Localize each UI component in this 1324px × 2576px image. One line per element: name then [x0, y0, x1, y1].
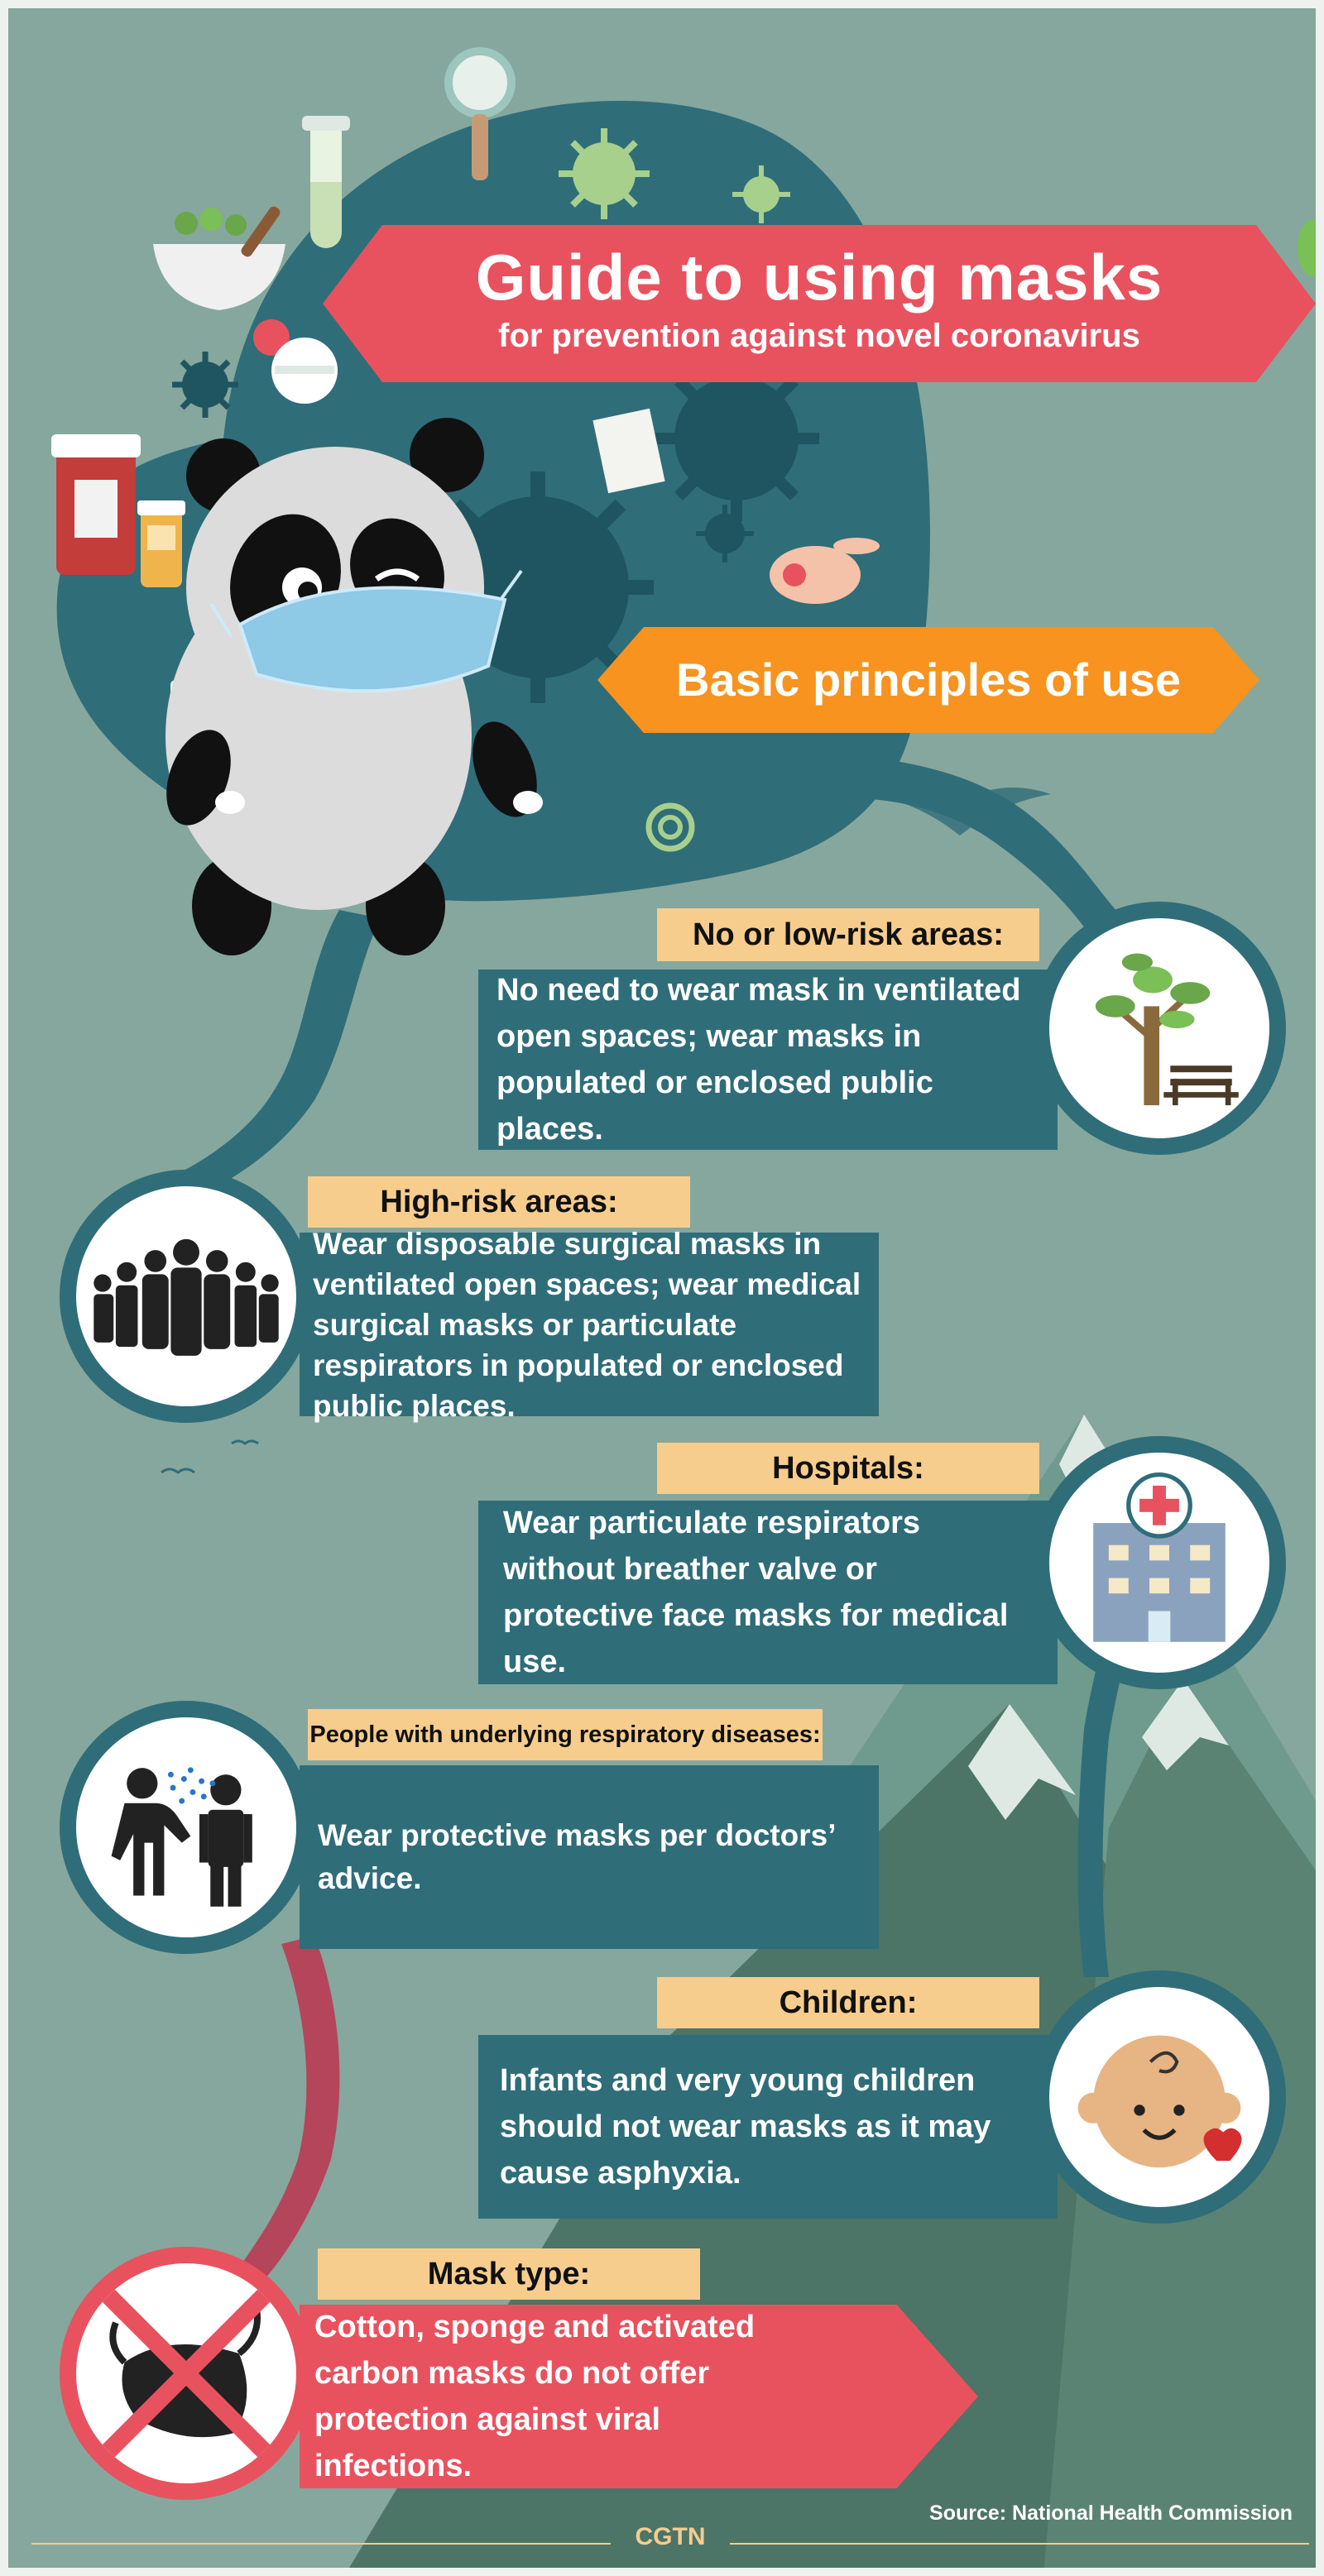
card-label-children: Children:: [657, 1977, 1039, 2028]
card-text: Wear protective masks per doctors’ advic…: [318, 1818, 835, 1895]
card-label-mask-type: Mask type:: [318, 2248, 700, 2300]
virus-small-green: [559, 128, 650, 219]
card-text-hospitals: Wear particulate respirators without bre…: [478, 1501, 1058, 1684]
bird-3: [231, 1439, 259, 1445]
virus-small-green-2: [732, 165, 790, 223]
mountain-snow-left: [968, 1704, 1076, 1820]
section-heading-ribbon: Basic principles of use: [597, 627, 1259, 733]
footer-divider-left: [31, 2543, 611, 2545]
footer-brand-logo: CGTN: [635, 2523, 706, 2550]
card-text-respiratory: Wear protective masks per doctors’ advic…: [300, 1765, 879, 1949]
footer-source: Source: National Health Commission: [929, 2502, 1293, 2525]
footer-divider-right: [730, 2543, 1309, 2545]
page-subtitle: for prevention against novel coronavirus: [498, 318, 1140, 354]
pill-orange: [253, 319, 290, 356]
crowd-icon: [60, 1170, 313, 1423]
mortar-bowl: [153, 244, 285, 310]
capsule: [770, 546, 861, 604]
card-label-low-risk: No or low-risk areas:: [657, 908, 1039, 961]
panda-illustration: [166, 418, 543, 955]
park-tree-bench-icon: [1033, 902, 1286, 1155]
card-label-respiratory: People with underlying respiratory disea…: [308, 1709, 823, 1760]
page-title: Guide to using masks: [475, 241, 1163, 314]
magnifier-lens: [444, 47, 516, 118]
virus-large-2: [654, 356, 819, 521]
virus-small-dark: [172, 352, 238, 418]
connector-2: [1077, 1489, 1175, 1977]
card-text-high-risk: Wear disposable surgical masks in ventil…: [300, 1227, 879, 1423]
spiral: [645, 802, 695, 852]
baby-face-icon: [1033, 1970, 1286, 2224]
crossed-out-mask-icon: [60, 2247, 313, 2500]
connector-3: [240, 1936, 340, 2279]
card-label-hospitals: Hospitals:: [657, 1443, 1039, 1494]
virus-small-dark-2: [696, 505, 754, 563]
leaf-decoration: [1298, 219, 1316, 277]
bird-1: [869, 779, 1051, 836]
bird-2: [161, 1468, 195, 1474]
hospital-icon: [1033, 1436, 1286, 1689]
card-text: Wear disposable surgical masks in ventil…: [313, 1226, 861, 1423]
card-text-low-risk: No need to wear mask in ventilated open …: [478, 970, 1058, 1150]
card-text: No need to wear mask in ventilated open …: [496, 973, 1021, 1147]
card-text: Infants and very young children should n…: [500, 2063, 991, 2191]
document-sheet: [592, 408, 665, 494]
mountain-snow-right: [1142, 1679, 1229, 1770]
card-label-high-risk: High-risk areas:: [308, 1176, 690, 1228]
card-text: Cotton, sponge and activated carbon mask…: [314, 2310, 756, 2483]
card-text-mask-type: Cotton, sponge and activated carbon mask…: [300, 2305, 978, 2488]
card-text: Wear particulate respirators without bre…: [503, 1506, 1009, 1679]
connector-1: [157, 910, 381, 1208]
card-text-children: Infants and very young children should n…: [478, 2035, 1058, 2219]
coughing-person-icon: [60, 1701, 313, 1954]
title-ribbon: Guide to using masks for prevention agai…: [323, 225, 1316, 382]
